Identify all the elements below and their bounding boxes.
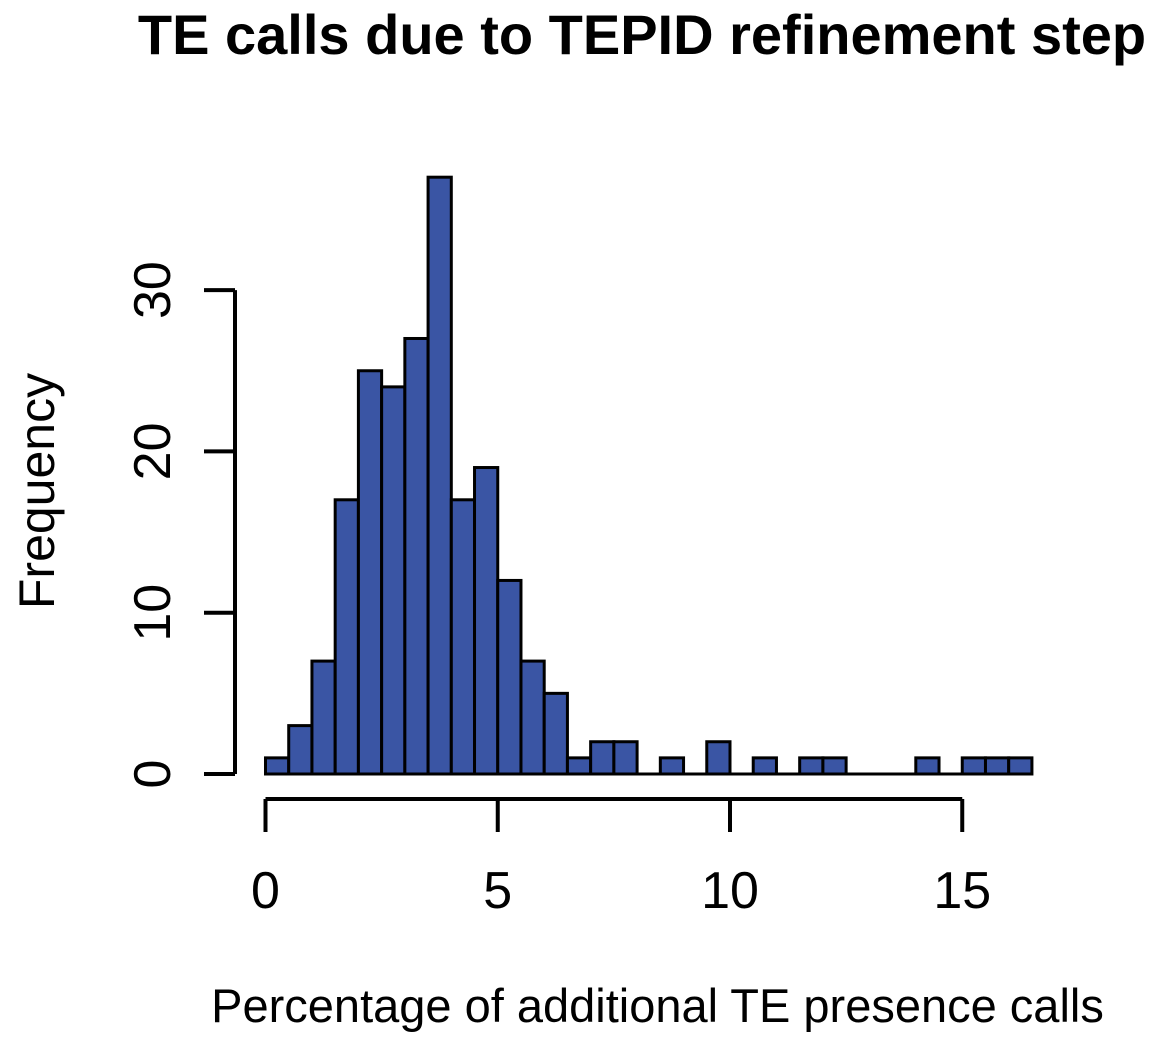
histogram-bar-7.5-8 [612, 740, 639, 776]
x-axis-label: Percentage of additional TE presence cal… [211, 979, 1104, 1032]
x-tick-label-5: 5 [483, 862, 512, 920]
histogram-bar-2.5-3 [380, 385, 407, 776]
chart-title: TE calls due to TEPID refinement step [137, 3, 1147, 66]
histogram-bar-4-4.5 [449, 498, 477, 776]
histogram-bar-16-16.5 [1007, 756, 1034, 776]
x-tick-label-10: 10 [701, 862, 759, 920]
histogram-bar-1.5-2 [333, 498, 360, 776]
histogram-bar-2-2.5 [356, 369, 384, 776]
x-tick-label-15: 15 [933, 862, 991, 920]
histogram-bar-7-7.5 [589, 740, 616, 776]
histogram-bar-6-6.5 [542, 691, 569, 776]
x-tick-label-0: 0 [251, 862, 280, 920]
histogram-bar-15.5-16 [983, 756, 1011, 776]
y-tick-label-30: 30 [124, 261, 182, 319]
histogram-bar-12-12.5 [821, 756, 848, 776]
histogram-bar-3-3.5 [403, 336, 430, 776]
histogram-bar-4.5-5 [473, 466, 500, 776]
histogram-bar-8.5-9 [658, 756, 686, 776]
y-tick-label-0: 0 [124, 760, 182, 789]
y-tick-label-20: 20 [124, 422, 182, 480]
histogram-bar-15-15.5 [960, 756, 987, 776]
y-axis-label: Frequency [9, 372, 65, 610]
histogram-bar-9.5-10 [705, 740, 732, 776]
histogram-bar-0.5-1 [287, 724, 314, 776]
histogram-bar-10.5-11 [751, 756, 778, 776]
histogram-bar-0-0.5 [264, 756, 291, 776]
histogram-bar-14-14.5 [914, 756, 941, 776]
histogram-bar-5-5.5 [496, 578, 523, 776]
histogram-bar-6.5-7 [565, 756, 593, 776]
histogram-bar-1-1.5 [310, 659, 337, 776]
histogram-bar-5.5-6 [519, 659, 546, 776]
y-tick-label-10: 10 [124, 584, 182, 642]
histogram-bar-3.5-4 [426, 175, 453, 776]
histogram-bar-11.5-12 [798, 756, 825, 776]
